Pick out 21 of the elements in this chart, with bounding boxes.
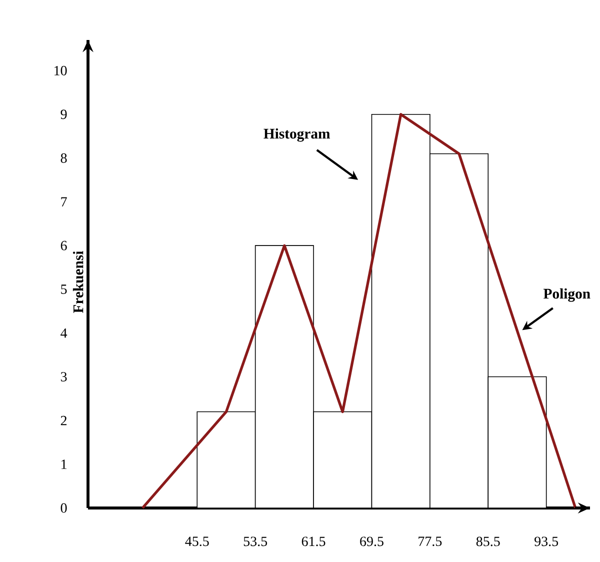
y-tick-label: 2 [60,416,67,426]
y-tick-label: 8 [60,153,67,163]
x-tick-label: 53.5 [244,536,268,546]
x-tick-label: 45.5 [185,536,209,546]
y-tick-label: 7 [61,197,67,206]
x-tick-label: 93.5 [534,536,558,546]
y-tick-label: 3 [60,372,67,382]
y-tick-label: 0 [60,503,67,513]
x-tick-label: 69.5 [360,536,384,546]
y-tick-label: 4 [60,328,68,338]
y-tick-label: 9 [60,110,67,120]
x-tick-label: 77.5 [418,536,442,546]
y-tick-label: 10 [54,66,67,76]
x-tick-label: 61.5 [302,536,326,546]
annotation: Poligon [544,288,590,302]
x-tick-label: 85.5 [476,536,500,546]
y-tick-label: 1 [62,460,66,469]
y-axis-title: Frekuensi [72,250,84,313]
y-tick-label: 5 [61,284,67,294]
annotation: Histogram [264,128,330,142]
y-tick-label: 6 [60,240,67,250]
